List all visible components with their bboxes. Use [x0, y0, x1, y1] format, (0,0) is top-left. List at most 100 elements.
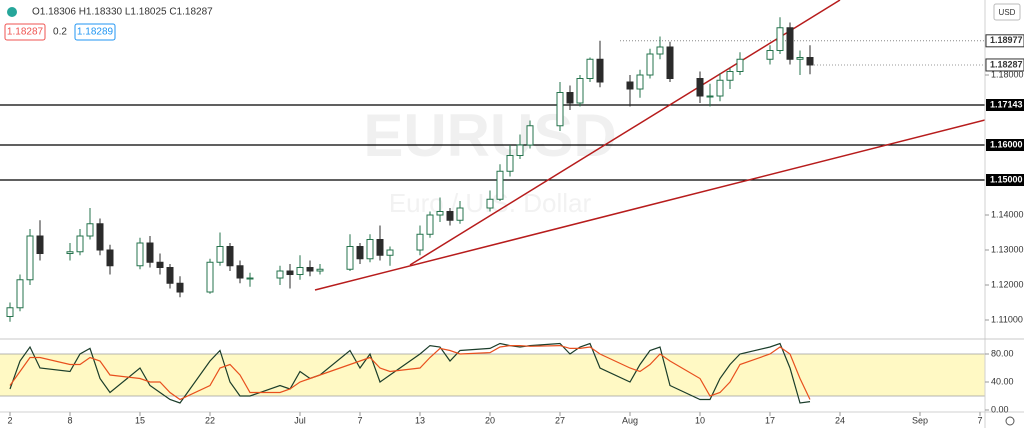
candle-body	[726, 71, 734, 81]
stoch-line	[9, 342, 811, 404]
candle-body	[176, 282, 184, 293]
stoch-y-tick-label: 80.00	[991, 348, 1014, 358]
x-tick-label: 22	[205, 415, 215, 425]
candle-body	[436, 211, 444, 216]
candle-body	[236, 265, 244, 279]
candle-body	[526, 125, 534, 146]
candle-body	[806, 57, 814, 66]
candle-body	[206, 261, 214, 293]
x-tick-label: 15	[135, 415, 145, 425]
candle-body	[316, 268, 324, 272]
level-label-box	[986, 139, 1024, 152]
candle-body	[776, 27, 784, 52]
stoch-band	[0, 354, 985, 396]
candle-body	[246, 277, 254, 280]
candle-body	[346, 246, 354, 270]
candle-body	[696, 78, 704, 97]
candle-body	[286, 270, 294, 276]
candle-body	[626, 81, 634, 90]
stoch-line	[9, 344, 811, 401]
candle-body	[26, 235, 34, 281]
candle-body	[706, 95, 714, 98]
high-label: 1.18977	[990, 35, 1023, 45]
x-tick-label: 20	[485, 415, 495, 425]
x-tick-label: 27	[555, 415, 565, 425]
buy-button[interactable]	[74, 23, 116, 41]
buy-price[interactable]: 1.18289	[77, 27, 114, 38]
x-tick-label: 7	[357, 415, 362, 425]
candle-body	[656, 46, 664, 55]
candle-body	[586, 58, 594, 80]
currency-box[interactable]	[993, 3, 1021, 21]
last-price-label: 1.18287	[990, 59, 1023, 69]
candle-body	[356, 246, 364, 260]
x-tick-label: 2	[7, 415, 12, 425]
x-tick-label: 24	[835, 415, 845, 425]
candle-body	[486, 198, 494, 209]
x-tick-label: Aug	[622, 415, 638, 425]
candle-body	[386, 249, 394, 256]
x-tick-label: 7	[977, 415, 982, 425]
high-label-box	[985, 34, 1024, 48]
candle-body	[366, 239, 374, 260]
x-tick-label: 13	[415, 415, 425, 425]
candle-body	[156, 261, 164, 269]
level-label: 1.15000	[990, 174, 1023, 184]
y-tick-label: 1.11000	[991, 314, 1023, 324]
stoch-y-tick-label: 0.00	[991, 404, 1009, 414]
x-tick-label: Sep	[912, 415, 928, 425]
candle-body	[306, 267, 314, 272]
y-tick-label: 1.18000	[991, 69, 1024, 79]
level-label-box	[986, 99, 1024, 112]
plot	[0, 0, 985, 404]
trendline	[409, 0, 841, 266]
x-tick-label: Jul	[294, 415, 306, 425]
candle-body	[376, 239, 384, 256]
candle-body	[506, 155, 514, 172]
candle-body	[556, 92, 564, 127]
y-tick-label: 1.12000	[991, 279, 1024, 289]
candle-body	[766, 50, 774, 60]
currency[interactable]: USD	[999, 8, 1016, 17]
candle-body	[216, 246, 224, 263]
candle-body	[446, 211, 454, 221]
candle-body	[296, 267, 304, 276]
candle-body	[716, 79, 724, 97]
ohlc-legend: O1.18306 H1.18330 L1.18025 C1.18287	[32, 7, 213, 18]
sell-button[interactable]	[4, 23, 46, 41]
watermark: EURUSD	[363, 102, 616, 169]
candle-body	[86, 223, 94, 237]
candle-body	[166, 267, 174, 284]
y-tick-label: 1.14000	[991, 209, 1024, 219]
candle-body	[596, 58, 604, 83]
level-label: 1.17143	[990, 99, 1023, 109]
status-dot	[7, 7, 17, 17]
candle-body	[16, 279, 24, 309]
candle-body	[6, 307, 14, 318]
candle-body	[416, 233, 424, 251]
candle-body	[456, 207, 464, 221]
price-pane	[0, 0, 985, 322]
candle-body	[736, 58, 744, 73]
candle-body	[66, 251, 74, 255]
trendline	[314, 119, 985, 291]
spread: 0.2	[53, 27, 67, 38]
candle-body	[76, 235, 84, 253]
candle-body	[276, 270, 284, 279]
candle-body	[666, 46, 674, 80]
candle-body	[646, 53, 654, 76]
candle-body	[786, 27, 794, 60]
settings-icon[interactable]	[1005, 416, 1015, 426]
candle-body	[96, 223, 104, 251]
stoch-y-tick-label: 40.00	[991, 376, 1014, 386]
candle-body	[146, 242, 154, 263]
candle-body	[106, 249, 114, 267]
level-label: 1.16000	[990, 139, 1023, 149]
y-tick-label: 1.13000	[991, 244, 1024, 254]
candle-body	[516, 144, 524, 157]
candle-body	[426, 214, 434, 235]
candle-body	[496, 170, 504, 200]
candle-body	[36, 235, 44, 255]
sell-price[interactable]: 1.18287	[7, 27, 44, 38]
